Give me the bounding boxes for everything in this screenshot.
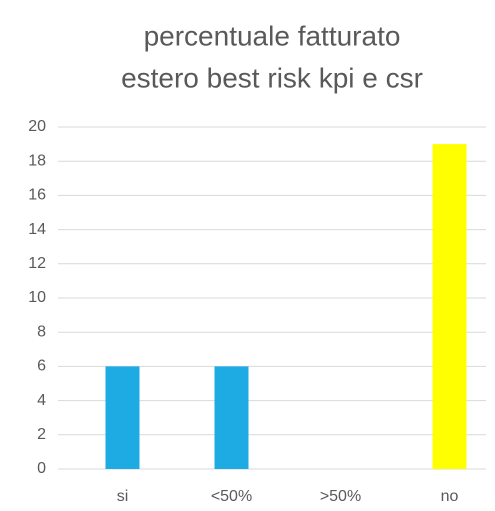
y-tick-label: 2	[37, 426, 46, 443]
y-tick-label: 8	[37, 323, 46, 340]
y-tick-label: 12	[28, 255, 46, 272]
x-tick-label: <50%	[211, 488, 252, 505]
bar	[105, 366, 140, 469]
y-tick-label: 16	[28, 187, 46, 204]
x-tick-label: >50%	[320, 488, 361, 505]
y-tick-label: 6	[37, 358, 46, 375]
y-tick-label: 14	[28, 221, 46, 238]
bar	[214, 366, 249, 469]
y-tick-label: 18	[28, 152, 46, 169]
chart-title: estero best risk kpi e csr	[121, 62, 423, 93]
y-tick-label: 10	[28, 289, 46, 306]
x-tick-label: si	[117, 488, 129, 505]
y-tick-label: 4	[37, 392, 46, 409]
bar	[432, 144, 467, 469]
y-tick-label: 20	[28, 118, 46, 135]
x-tick-label: no	[441, 488, 459, 505]
chart-title: percentuale fatturato	[144, 20, 401, 51]
y-tick-label: 0	[37, 460, 46, 477]
